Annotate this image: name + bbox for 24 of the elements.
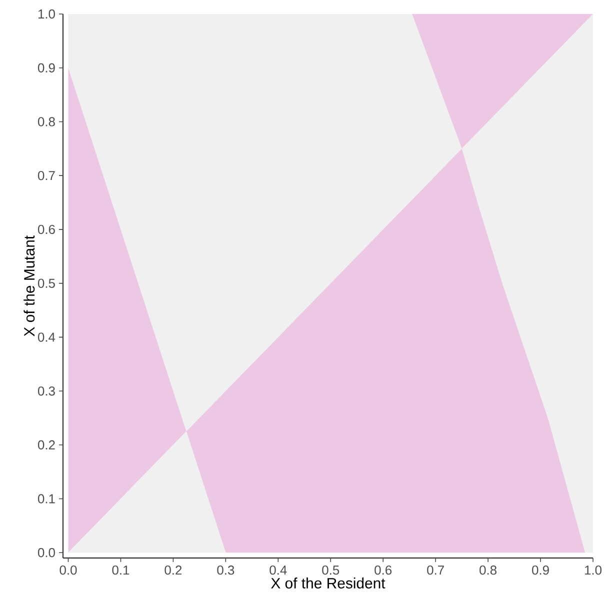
x-axis-title: X of the Resident: [271, 578, 386, 588]
y-tick-label: 0.1: [38, 494, 55, 504]
y-tick-label: 0.3: [38, 386, 55, 396]
x-tick-label: 0.3: [217, 566, 234, 575]
x-tick-label: 0.6: [374, 566, 392, 575]
y-tick-label: 0.4: [38, 332, 56, 342]
y-tick-label: 0.2: [38, 440, 55, 450]
y-tick-label: 1.0: [38, 9, 55, 19]
x-tick-label: 0.9: [532, 566, 549, 575]
y-tick-label: 0.5: [38, 278, 55, 288]
x-tick-label: 0.8: [480, 566, 496, 575]
y-axis-title: X of the Mutant: [24, 235, 35, 336]
y-tick-label: 0.7: [38, 170, 55, 180]
y-tick-label: 0.6: [38, 224, 55, 234]
x-tick-label: 0.2: [164, 566, 182, 575]
x-tick-label: 1.0: [584, 566, 602, 575]
x-tick-label: 0.5: [322, 566, 340, 575]
x-tick-label: 0.0: [60, 566, 77, 575]
x-tick-label: 0.1: [112, 566, 130, 575]
x-tick-label: 0.4: [270, 566, 287, 575]
y-tick-label: 0.8: [38, 117, 55, 126]
y-tick-label: 0.9: [38, 63, 55, 72]
y-tick-label: 0.0: [38, 548, 55, 558]
x-tick-label: 0.7: [427, 566, 444, 575]
